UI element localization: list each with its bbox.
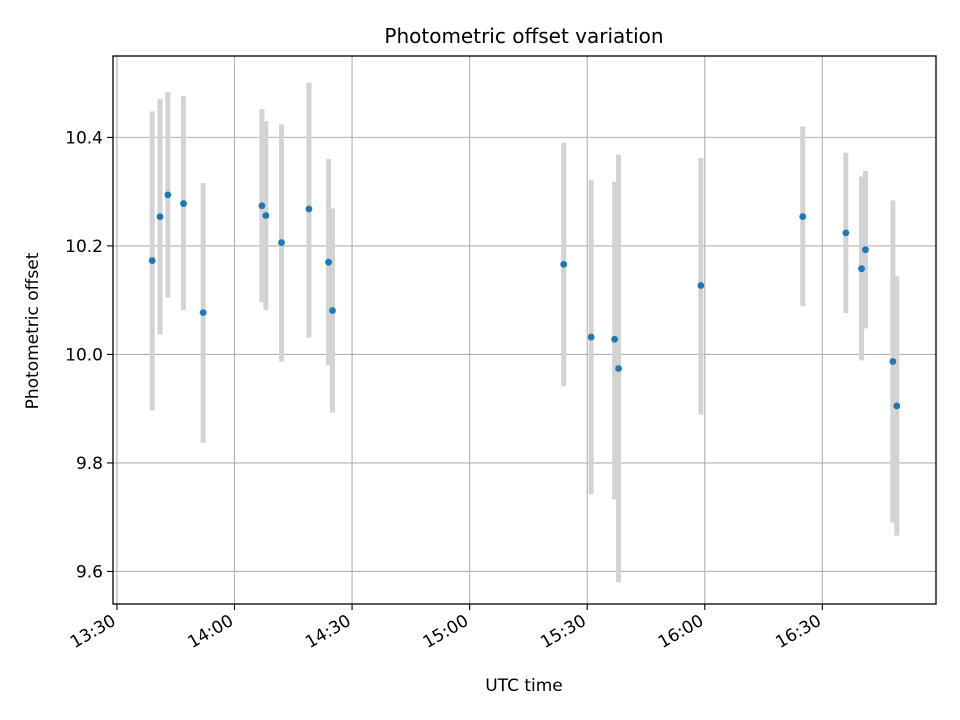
x-tick-label: 13:30 [67,611,119,653]
x-tick-label: 14:00 [185,611,237,653]
data-point [697,282,705,289]
data-point [560,260,568,268]
data-point [799,213,807,221]
data-points [148,191,901,410]
x-axis-title: UTC time [485,676,563,696]
y-axis-title: Photometric offset [23,252,43,409]
y-tick-label: 10.2 [65,237,103,257]
data-point [858,265,865,273]
y-tick-label: 10.0 [65,345,103,365]
y-tick-label: 9.6 [76,562,103,582]
data-point [305,205,313,213]
data-point [893,402,901,410]
data-point [842,229,850,237]
data-point [278,239,285,247]
data-point [615,365,622,372]
grid [113,56,936,604]
x-tick-label: 16:30 [772,611,824,653]
plot-frame [112,55,937,605]
data-point [156,213,164,221]
data-point [262,212,270,219]
y-tick-label: 10.4 [65,128,103,148]
data-point [258,202,266,210]
x-tick-label: 15:00 [420,611,472,653]
y-tick-label: 9.8 [76,454,103,474]
data-point [587,333,595,341]
tick-labels: 13:30 14:00 14:30 15:00 15:30 16:00 16:30 9.6 9.… [65,128,825,652]
data-point [199,309,207,317]
data-point [611,335,619,343]
data-point [889,358,897,365]
axes [107,55,937,610]
data-point [148,257,156,264]
data-point [329,307,336,314]
data-point [164,191,172,199]
x-tick-label: 16:00 [655,611,707,653]
data-point [862,246,869,254]
x-tick-label: 15:30 [537,611,589,653]
x-tick-label: 14:30 [302,611,354,653]
chart-title: Photometric offset variation [384,24,663,48]
data-point [180,200,187,207]
error-bars [149,82,900,583]
data-point [325,258,332,266]
